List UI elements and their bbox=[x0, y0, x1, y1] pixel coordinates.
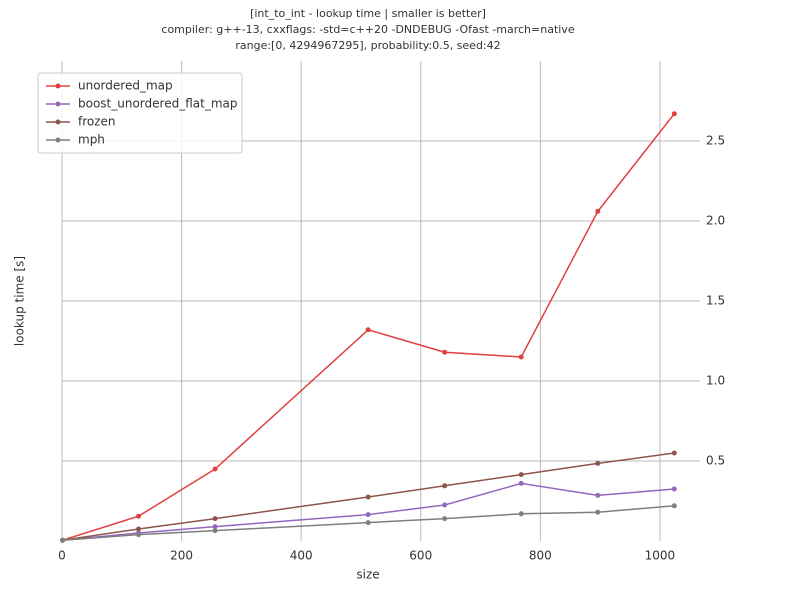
legend-box bbox=[37, 72, 243, 154]
point bbox=[60, 537, 66, 543]
point bbox=[518, 472, 524, 478]
line bbox=[62, 482, 675, 541]
x-tick-label: 1000 bbox=[645, 549, 676, 563]
legend-label: boost_unordered_flat_map bbox=[78, 97, 237, 111]
x-tick-label: 0 bbox=[58, 549, 66, 563]
legend-marker bbox=[55, 137, 61, 143]
legend-marker bbox=[55, 119, 61, 125]
point bbox=[212, 528, 218, 534]
y-tick-label: 2.0 bbox=[706, 214, 725, 228]
point bbox=[595, 492, 601, 498]
point bbox=[442, 516, 448, 522]
point bbox=[518, 511, 524, 517]
point bbox=[136, 513, 142, 519]
point bbox=[442, 483, 448, 489]
point bbox=[671, 486, 677, 492]
legend-label: unordered_map bbox=[78, 79, 173, 93]
y-tick-label: 1.5 bbox=[706, 294, 725, 308]
legend-label: frozen bbox=[78, 115, 116, 129]
x-tick-label: 800 bbox=[529, 549, 552, 563]
point bbox=[365, 327, 371, 333]
legend-label: mph bbox=[78, 133, 105, 147]
point bbox=[442, 502, 448, 508]
chart-subtitle: compiler: g++-13, cxxflags: -std=c++20 -… bbox=[161, 23, 574, 36]
y-tick-label: 0.5 bbox=[706, 454, 725, 468]
x-tick-label: 600 bbox=[409, 549, 432, 563]
line bbox=[62, 113, 675, 541]
chart-title: [int_to_int - lookup time | smaller is b… bbox=[250, 7, 486, 20]
point bbox=[595, 509, 601, 515]
y-tick-label: 2.5 bbox=[706, 134, 725, 148]
y-axis-label: lookup time [s] bbox=[13, 256, 27, 346]
legend: unordered_map boost_unordered_flat_mapfro… bbox=[37, 72, 243, 154]
line bbox=[62, 505, 675, 541]
point bbox=[595, 460, 601, 466]
legend-marker bbox=[55, 101, 61, 107]
point bbox=[671, 111, 677, 117]
point bbox=[212, 516, 218, 522]
point bbox=[365, 512, 371, 518]
legend-marker bbox=[55, 83, 61, 89]
chart-subtitle: range:[0, 4294967295], probability:0.5, … bbox=[235, 39, 500, 52]
point bbox=[365, 520, 371, 526]
point bbox=[671, 503, 677, 509]
point bbox=[595, 208, 601, 214]
line bbox=[62, 452, 675, 541]
y-tick-label: 1.0 bbox=[706, 374, 725, 388]
point bbox=[518, 480, 524, 486]
point bbox=[518, 354, 524, 360]
x-axis-label: size bbox=[356, 568, 379, 582]
point bbox=[136, 526, 142, 532]
point bbox=[212, 524, 218, 530]
x-tick-label: 400 bbox=[290, 549, 313, 563]
x-tick-label: 200 bbox=[170, 549, 193, 563]
point bbox=[442, 349, 448, 355]
point bbox=[212, 466, 218, 472]
point bbox=[671, 450, 677, 456]
point bbox=[365, 494, 371, 500]
point bbox=[136, 532, 142, 538]
